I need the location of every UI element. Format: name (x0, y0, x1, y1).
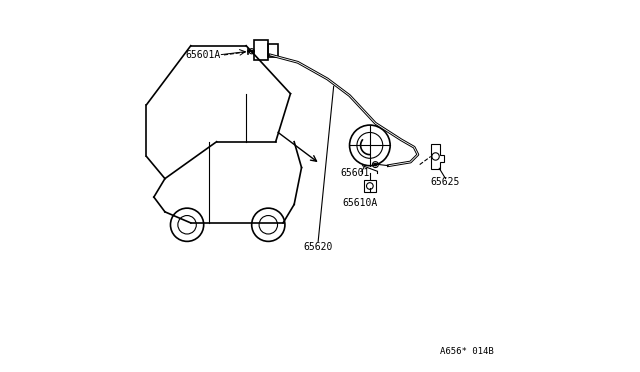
Circle shape (251, 51, 252, 52)
Text: 65601A: 65601A (185, 50, 221, 60)
Circle shape (374, 163, 376, 166)
Text: 65610A: 65610A (342, 198, 378, 208)
Text: A656* 014B: A656* 014B (440, 347, 493, 356)
Text: 65620: 65620 (303, 242, 333, 252)
Text: 65625: 65625 (431, 177, 460, 187)
Text: 65601: 65601 (340, 168, 370, 178)
